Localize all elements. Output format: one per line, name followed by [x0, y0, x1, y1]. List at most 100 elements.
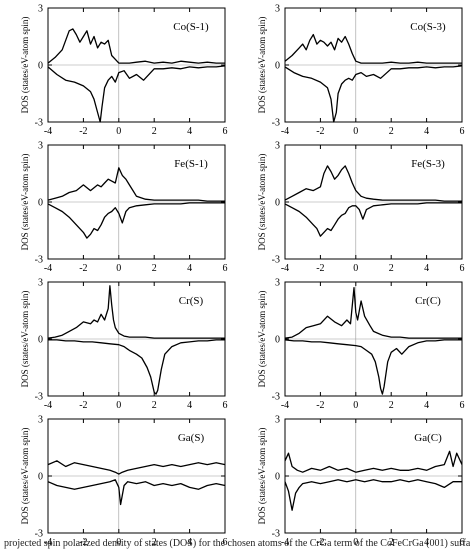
x-tick-label: -2	[316, 400, 324, 411]
x-tick-label: 2	[389, 400, 394, 411]
spin-up-dos-curve	[284, 165, 462, 202]
y-axis-label: DOS (states/eV-atom spin)	[20, 154, 30, 251]
x-tick-label: -2	[316, 263, 324, 274]
x-tick-label: -4	[44, 537, 52, 548]
y-tick-label: 3	[275, 4, 280, 15]
y-tick-label: 0	[38, 198, 43, 209]
y-axis-label: DOS (states/eV-atom spin)	[257, 291, 267, 388]
spin-down-dos-curve	[284, 339, 462, 395]
x-tick-label: 0	[353, 126, 358, 137]
x-tick-label: 4	[187, 400, 192, 411]
x-tick-label: -2	[79, 400, 87, 411]
panel-label: Fe(S-3)	[411, 158, 445, 170]
panel-label: Fe(S-1)	[174, 158, 208, 170]
spin-up-dos-curve	[47, 285, 225, 339]
x-tick-label: 6	[460, 400, 465, 411]
x-tick-label: -2	[79, 537, 87, 548]
x-tick-label: 6	[460, 537, 465, 548]
y-tick-label: -3	[272, 529, 280, 540]
y-axis-label: DOS (states/eV-atom spin)	[257, 17, 267, 114]
y-axis-label: DOS (states/eV-atom spin)	[257, 154, 267, 251]
y-tick-label: -3	[272, 392, 280, 403]
spin-up-dos-curve	[47, 167, 225, 202]
y-axis-label: DOS (states/eV-atom spin)	[257, 428, 267, 525]
y-tick-label: -3	[272, 255, 280, 266]
x-tick-label: -4	[44, 126, 52, 137]
x-tick-label: 2	[152, 400, 157, 411]
dos-panel: -4 -2 0 2 4 6 -3 0 3 DOS (states/eV-atom spin) Ga(…	[257, 415, 465, 549]
x-tick-label: 4	[424, 400, 429, 411]
x-tick-label: 0	[116, 537, 121, 548]
panel-label: Ga(S)	[178, 432, 205, 444]
x-tick-label: 0	[116, 400, 121, 411]
x-tick-label: 6	[223, 126, 228, 137]
x-tick-label: 4	[424, 537, 429, 548]
spin-down-dos-curve	[47, 479, 226, 506]
dos-panel: -4 -2 0 2 4 6 -3 0 3 DOS (states/eV-atom spin) Ga(…	[20, 415, 228, 549]
x-tick-label: 6	[223, 537, 228, 548]
x-tick-label: -4	[281, 537, 289, 548]
spin-down-dos-curve	[47, 202, 225, 239]
y-tick-label: 0	[275, 198, 280, 209]
y-tick-label: -3	[35, 118, 43, 129]
x-tick-label: -2	[79, 126, 87, 137]
y-axis-label: DOS (states/eV-atom spin)	[20, 291, 30, 388]
x-tick-label: 0	[353, 263, 358, 274]
spin-down-dos-curve	[48, 339, 225, 395]
y-tick-label: 0	[38, 61, 43, 72]
x-tick-label: 2	[152, 126, 157, 137]
spin-up-dos-curve	[47, 28, 225, 64]
x-tick-label: 2	[389, 537, 394, 548]
figure-caption: projected spin polarized density of stat…	[4, 538, 470, 549]
y-tick-label: -3	[35, 255, 43, 266]
y-tick-label: 0	[275, 61, 280, 72]
y-axis-label: DOS (states/eV-atom spin)	[20, 428, 30, 525]
spin-up-dos-curve	[284, 450, 463, 473]
x-tick-label: 0	[116, 126, 121, 137]
spin-up-dos-curve	[284, 287, 462, 339]
x-tick-label: -4	[281, 263, 289, 274]
x-tick-label: 0	[116, 263, 121, 274]
dos-panel: -4 -2 0 2 4 6 -3 0 3 DOS (states/eV-atom spin) Cr(…	[257, 278, 465, 412]
x-tick-label: 2	[152, 537, 157, 548]
x-tick-label: 2	[389, 263, 394, 274]
y-tick-label: -3	[35, 529, 43, 540]
spin-down-dos-curve	[284, 65, 463, 123]
dos-panel: -4 -2 0 2 4 6 -3 0 3 DOS (states/eV-atom spin) Fe(…	[257, 141, 465, 275]
spin-down-dos-curve	[284, 202, 462, 237]
dos-panel: -4 -2 0 2 4 6 -3 0 3 DOS (states/eV-atom spin) Cr(…	[20, 278, 228, 412]
y-tick-label: 0	[38, 335, 43, 346]
x-tick-label: -2	[79, 263, 87, 274]
y-tick-label: 3	[275, 415, 280, 426]
spin-down-dos-curve	[47, 65, 226, 123]
x-tick-label: 4	[424, 126, 429, 137]
panel-label: Ga(C)	[414, 432, 442, 444]
x-tick-label: 0	[353, 400, 358, 411]
panel-label: Co(S-1)	[173, 21, 209, 33]
x-tick-label: 4	[187, 537, 192, 548]
y-tick-label: 3	[275, 278, 280, 289]
y-tick-label: 0	[275, 335, 280, 346]
spin-down-dos-curve	[284, 479, 462, 511]
panel-label: Cr(C)	[415, 295, 441, 307]
x-tick-label: -4	[44, 400, 52, 411]
x-tick-label: -4	[281, 126, 289, 137]
y-tick-label: 3	[38, 278, 43, 289]
x-tick-label: 4	[187, 263, 192, 274]
x-tick-label: -2	[316, 537, 324, 548]
y-tick-label: -3	[35, 392, 43, 403]
y-tick-label: 3	[38, 415, 43, 426]
y-tick-label: 0	[275, 472, 280, 483]
x-tick-label: -4	[44, 263, 52, 274]
dos-panel: -4 -2 0 2 4 6 -3 0 3 DOS (states/eV-atom spin) Fe(…	[20, 141, 228, 275]
x-tick-label: 6	[460, 126, 465, 137]
x-tick-label: 0	[353, 537, 358, 548]
x-tick-label: 6	[223, 263, 228, 274]
x-tick-label: 4	[424, 263, 429, 274]
panel-label: Cr(S)	[179, 295, 204, 307]
y-tick-label: 3	[275, 141, 280, 152]
x-tick-label: -2	[316, 126, 324, 137]
spin-up-dos-curve	[47, 460, 226, 475]
y-tick-label: 3	[38, 141, 43, 152]
